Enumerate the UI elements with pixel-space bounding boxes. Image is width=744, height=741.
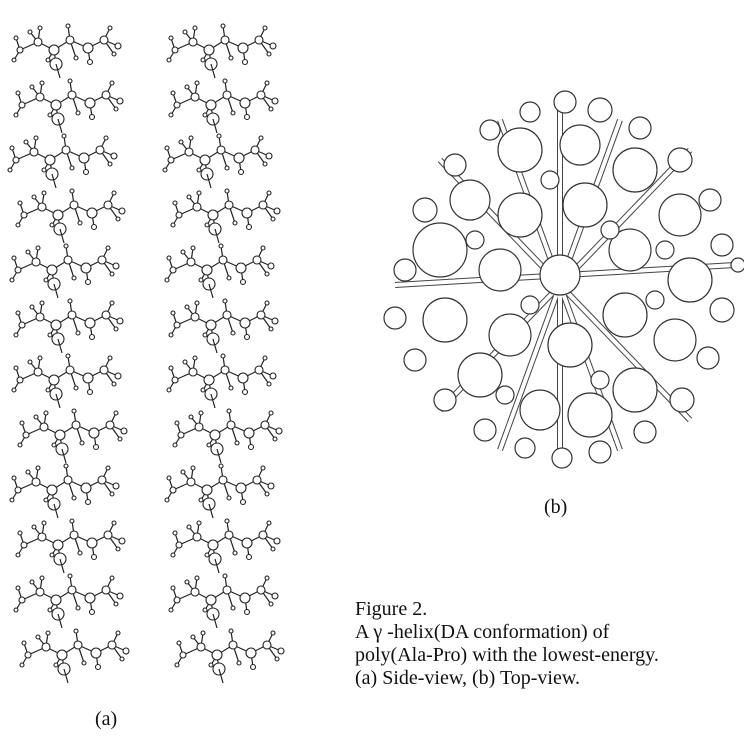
panel-label: (b) (544, 496, 567, 519)
caption-line: poly(Ala-Pro) with the lowest-energy. (355, 644, 659, 667)
caption-line: A γ -helix(DA conformation) of (355, 621, 659, 644)
side-view-left (8, 24, 129, 683)
top-view (384, 91, 744, 468)
caption-title: Figure 2. (355, 598, 659, 621)
page: (a) (b) Figure 2. A γ -helix(DA conforma… (0, 0, 744, 741)
panel-label: (a) (95, 708, 117, 731)
side-view-right (163, 24, 284, 683)
caption-line: (a) Side-view, (b) Top-view. (355, 667, 659, 690)
figure-caption: Figure 2. A γ -helix(DA conformation) of… (355, 598, 659, 690)
